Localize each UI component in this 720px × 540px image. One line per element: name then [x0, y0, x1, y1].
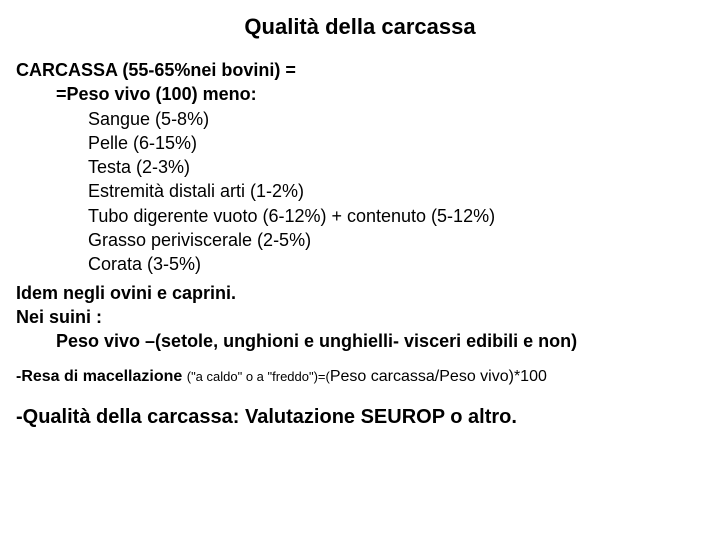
resa-mid-text: Peso carcassa/Peso vivo)*100: [330, 368, 547, 385]
list-item: Estremità distali arti (1-2%): [88, 179, 704, 203]
list-item: Grasso periviscerale (2-5%): [88, 228, 704, 252]
slide-container: Qualità della carcassa CARCASSA (55-65%n…: [0, 0, 720, 540]
slide-title: Qualità della carcassa: [16, 14, 704, 40]
suini-line-2: Peso vivo –(setole, unghioni e unghielli…: [56, 329, 704, 353]
resa-small-text: ("a caldo" o a "freddo")=(: [187, 369, 330, 384]
list-item: Pelle (6-15%): [88, 131, 704, 155]
resa-prefix: -Resa di macellazione: [16, 368, 187, 385]
idem-line: Idem negli ovini e caprini.: [16, 281, 704, 305]
list-item: Testa (2-3%): [88, 155, 704, 179]
quality-line: -Qualità della carcassa: Valutazione SEU…: [16, 406, 704, 429]
list-item: Sangue (5-8%): [88, 107, 704, 131]
heading-carcassa: CARCASSA (55-65%nei bovini) =: [16, 58, 704, 82]
subheading-peso: =Peso vivo (100) meno:: [56, 82, 704, 106]
list-item: Tubo digerente vuoto (6-12%) + contenuto…: [88, 204, 704, 228]
list-item: Corata (3-5%): [88, 252, 704, 276]
suini-line-1: Nei suini :: [16, 305, 704, 329]
resa-line: -Resa di macellazione ("a caldo" o a "fr…: [16, 368, 704, 386]
